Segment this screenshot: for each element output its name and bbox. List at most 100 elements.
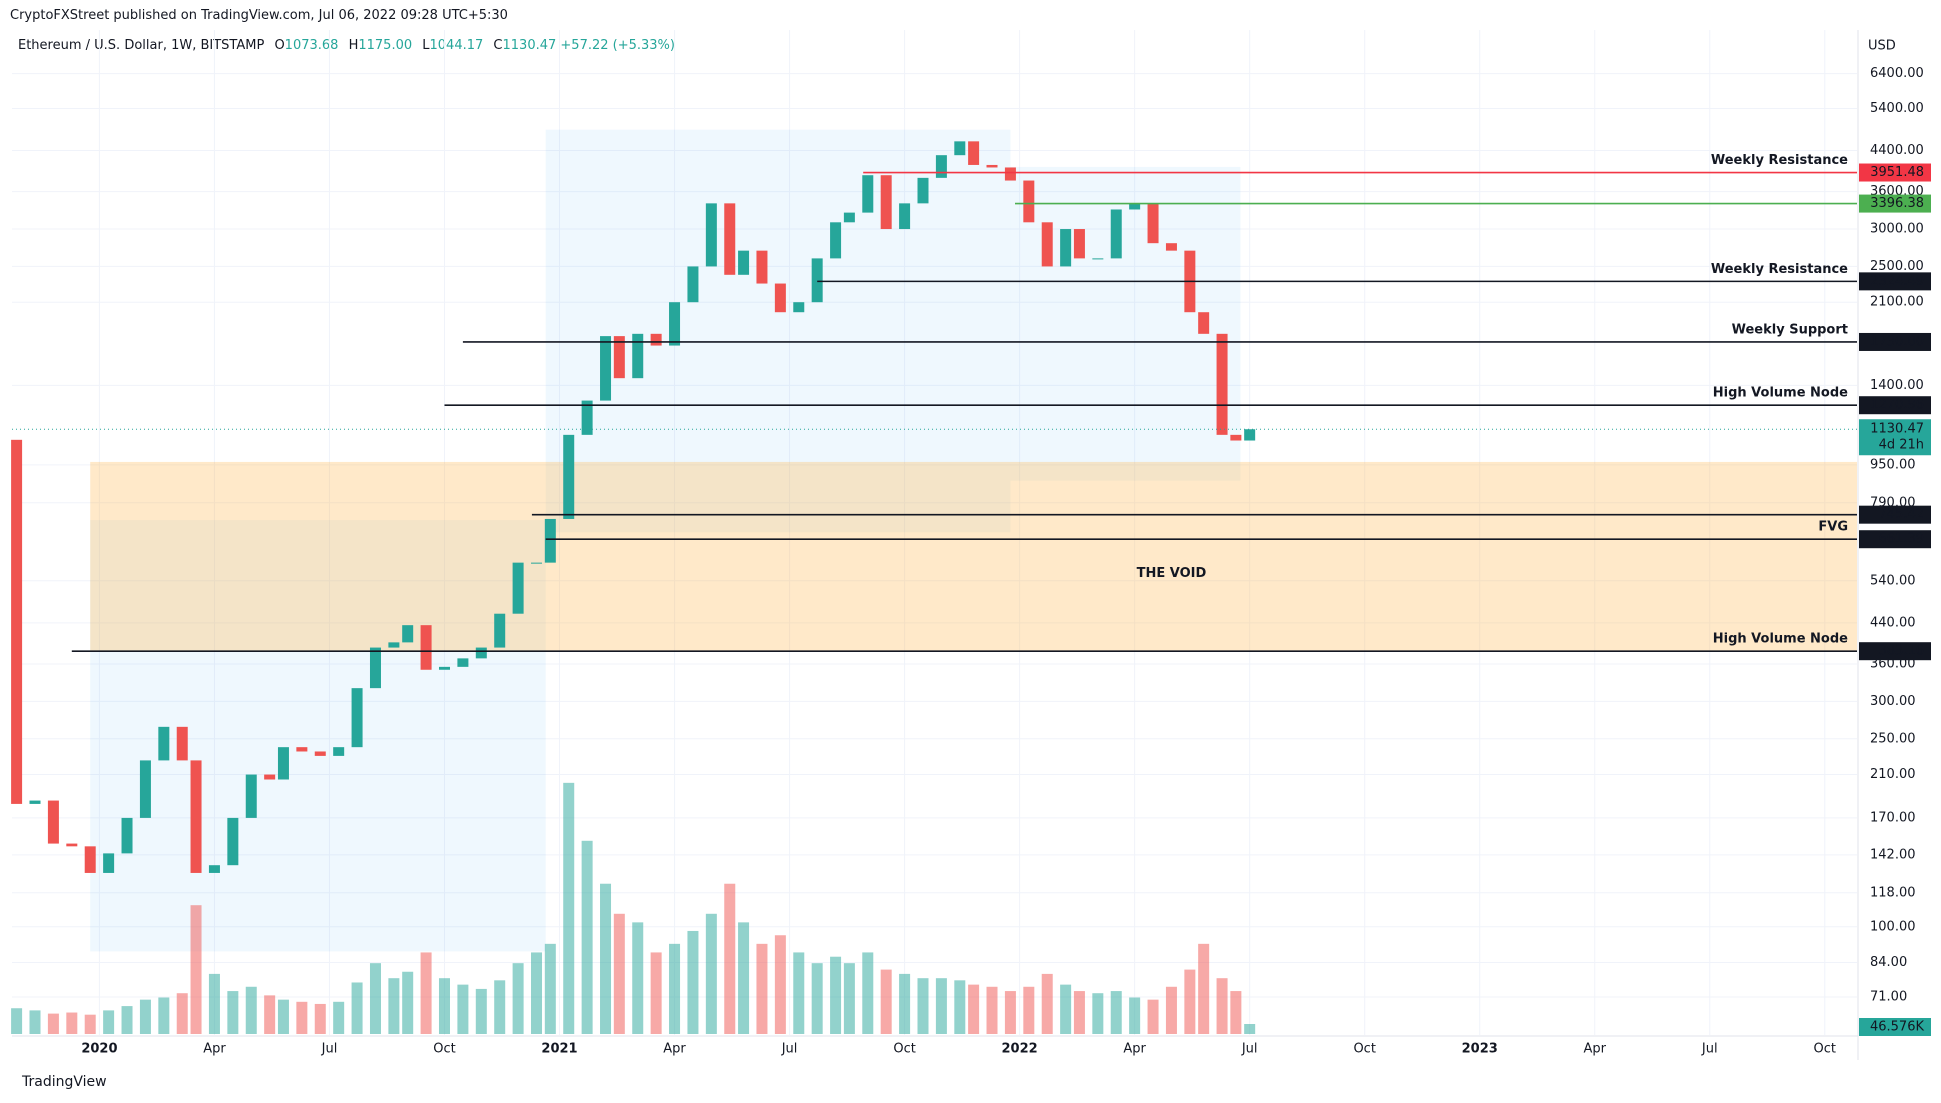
current-price-tag [1859, 419, 1931, 456]
volume-bar [1147, 999, 1159, 1034]
y-tick-label: 790.00 [1870, 495, 1916, 510]
level-label: Weekly Resistance [1711, 153, 1848, 168]
volume-bar [388, 978, 400, 1034]
x-tick-label: Oct [1353, 1042, 1375, 1057]
volume-bar [121, 1006, 133, 1034]
candle-body [29, 800, 41, 804]
volume-bar [1230, 991, 1242, 1034]
volume-bar [880, 969, 892, 1034]
candle-body [245, 774, 257, 818]
volume-bar [917, 978, 929, 1034]
candle-body [176, 726, 188, 761]
volume-bar [84, 1014, 96, 1034]
volume-bar [650, 952, 662, 1034]
price-tag [1859, 505, 1931, 524]
candle-body [264, 774, 276, 780]
volume-bar [544, 943, 556, 1034]
price-tag-label: 1730.00 [1870, 334, 1924, 349]
candle-body [1004, 167, 1016, 181]
candle-body [227, 817, 239, 866]
candle-body [544, 518, 556, 563]
candle-body [986, 164, 998, 168]
ohlc-value: 1175.00 [358, 38, 413, 53]
x-tick-label: Oct [433, 1042, 455, 1057]
x-tick-label: 2023 [1462, 1042, 1498, 1057]
range-zone [1010, 166, 1241, 481]
candle-body [756, 250, 768, 284]
volume-bar [1092, 993, 1104, 1034]
y-tick-label: 71.00 [1870, 990, 1907, 1005]
volume-bar [811, 963, 823, 1034]
x-tick-label: 2021 [541, 1042, 577, 1057]
candle-body [296, 747, 308, 752]
ohlc-value: 1073.68 [284, 38, 339, 53]
candle-body [650, 333, 662, 346]
x-tick-label: Oct [893, 1042, 915, 1057]
candle-body [1184, 250, 1196, 313]
volume-bar [103, 1010, 115, 1034]
volume-bar [369, 963, 381, 1034]
volume-bar [669, 943, 681, 1034]
volume-bar [351, 982, 363, 1034]
volume-tag [1859, 1018, 1931, 1036]
y-tick-label: 4400.00 [1870, 143, 1924, 158]
volume-bar [29, 1010, 41, 1034]
candle-body [1092, 258, 1104, 260]
x-tick-label: Apr [663, 1042, 686, 1057]
volume-bar [296, 1001, 308, 1034]
candle-body [438, 666, 450, 670]
level-label: Weekly Support [1732, 322, 1848, 337]
candle-body [880, 175, 892, 230]
candle-body [1244, 429, 1256, 441]
candle-body [600, 336, 612, 401]
price-tag-label: 661.39 [1879, 532, 1925, 547]
x-tick-label: Jul [1241, 1042, 1258, 1057]
price-tag [1859, 642, 1931, 661]
candle-body [103, 853, 115, 873]
x-tick-label: Jul [321, 1042, 338, 1057]
y-tick-label: 5400.00 [1870, 101, 1924, 116]
ohlc-key: L [422, 38, 430, 53]
volume-bar [687, 930, 699, 1034]
current-price-label: 1130.47 [1870, 422, 1924, 437]
candle-body [531, 562, 543, 564]
candle-body [862, 175, 874, 213]
y-tick-label: 540.00 [1870, 573, 1916, 588]
volume-bar [935, 978, 947, 1034]
price-tag-label: 2324.49 [1870, 274, 1924, 289]
candle-body [47, 800, 59, 844]
volume-bar [512, 963, 524, 1034]
candle-body [917, 177, 929, 204]
y-tick-label: 2100.00 [1870, 295, 1924, 310]
candle-body [420, 625, 432, 670]
volume-bar [475, 988, 487, 1034]
candle-body [190, 760, 202, 873]
volume-bar [705, 913, 717, 1034]
candle-body [494, 613, 506, 648]
candle-body [724, 203, 736, 275]
volume-bar [333, 1001, 345, 1034]
candle-body [475, 647, 487, 659]
candle-body [1023, 180, 1035, 223]
volume-bar [208, 973, 220, 1034]
candle-body [613, 336, 625, 379]
tradingview-logo: TradingView [22, 1074, 107, 1090]
volume-bar [402, 971, 414, 1034]
volume-bar [968, 984, 980, 1034]
y-tick-label: 170.00 [1870, 810, 1916, 825]
candle-body [687, 266, 699, 303]
candle-body [333, 747, 345, 756]
candle-body [11, 439, 23, 804]
candle-body [66, 843, 78, 847]
candle-body [843, 212, 855, 223]
level-label: High Volume Node [1713, 632, 1848, 647]
volume-bar [774, 935, 786, 1034]
x-tick-label: Jul [781, 1042, 798, 1057]
y-tick-label: 3600.00 [1870, 184, 1924, 199]
x-tick-label: Apr [1123, 1042, 1146, 1057]
ohlc-value: 1130.47 [502, 38, 557, 53]
price-tag [1859, 194, 1931, 213]
candle-body [1230, 434, 1242, 441]
x-tick-label: Jul [1701, 1042, 1718, 1057]
